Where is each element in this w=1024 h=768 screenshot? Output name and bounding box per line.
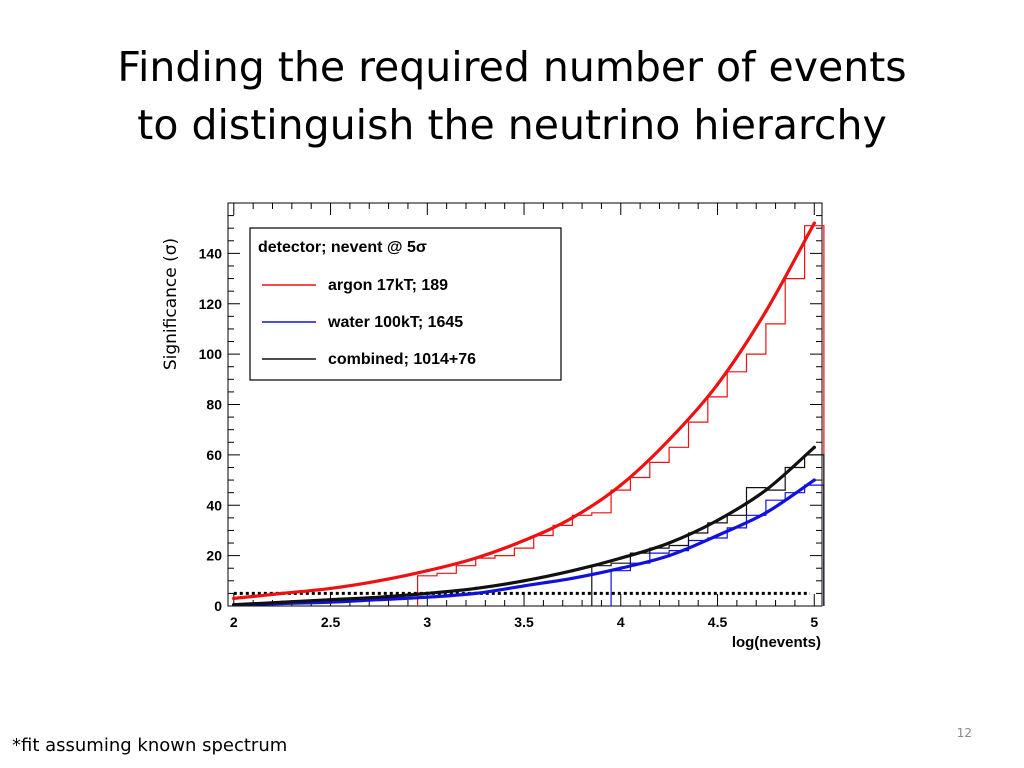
significance-chart: 2 2.5 3 3.5 4 4.5 5 0 20 40 60 80 100 120 140 log(nev… [161, 202, 825, 651]
y-tick-label: 80 [206, 397, 222, 413]
fit-point-argon [377, 579, 381, 583]
page-number: 12 [956, 726, 972, 740]
fit-point-water [522, 584, 526, 588]
x-tick-label: 5 [810, 614, 818, 630]
fit-point-argon [715, 382, 720, 386]
fit-point-argon [764, 309, 768, 313]
fit-point-water [715, 533, 720, 538]
fit-point-water [764, 511, 768, 515]
fit-point-argon [570, 516, 575, 520]
fit-point-water [570, 576, 575, 580]
slide-title-line-1: Finding the required number of events [117, 43, 907, 91]
x-tick-label: 2.5 [321, 614, 341, 630]
fit-point-combined [522, 579, 526, 583]
fit-point-combined [232, 603, 236, 607]
fit-point-water [619, 566, 623, 570]
legend-label-water: water 100kT; 1645 [327, 314, 463, 331]
histogram-combined [591, 454, 825, 606]
legend-title: detector; nevent @ 5σ [258, 239, 427, 256]
fit-point-water [328, 600, 333, 604]
legend-label-argon: argon 17kT; 189 [328, 277, 448, 294]
fit-point-argon [667, 438, 671, 442]
fit-point-combined [619, 556, 623, 560]
fit-point-argon [522, 538, 526, 543]
fit-point-combined [570, 569, 575, 573]
slide-title-line-2: to distinguish the neutrino hierarchy [137, 101, 887, 149]
x-tick-label: 3 [423, 614, 431, 630]
y-tick-label: 60 [206, 447, 222, 463]
fit-point-water [667, 554, 671, 558]
footnote: *fit assuming known spectrum [12, 735, 288, 756]
slide-title: Finding the required number of events to… [0, 38, 1024, 154]
fit-point-combined [812, 445, 816, 449]
y-tick-label: 120 [199, 296, 223, 312]
fit-point-combined [764, 488, 768, 492]
fit-point-combined [377, 595, 381, 599]
x-axis-label: log(nevents) [732, 634, 821, 651]
fit-point-combined [474, 586, 478, 590]
y-tick-label: 140 [199, 245, 223, 261]
legend-box [249, 227, 562, 381]
fit-point-argon [328, 586, 333, 590]
y-tick-label: 0 [214, 598, 222, 614]
y-tick-label: 20 [206, 548, 222, 564]
fit-point-combined [280, 600, 284, 604]
fit-point-combined [328, 598, 333, 602]
x-tick-label: 2 [230, 614, 238, 630]
fit-point-argon [474, 556, 478, 560]
fit-point-combined [425, 591, 429, 596]
fit-point-argon [232, 596, 236, 601]
x-tick-label: 4 [617, 614, 625, 630]
fit-point-argon [619, 483, 623, 487]
fit-point-water [812, 478, 816, 482]
fit-point-water [474, 591, 478, 596]
fit-point-combined [667, 541, 671, 545]
fit-point-argon [812, 221, 816, 225]
fit-point-water [425, 595, 429, 599]
fit-point-water [377, 598, 381, 602]
fit-point-combined [715, 518, 720, 522]
x-tick-labels: 2 2.5 3 3.5 4 4.5 5 [230, 614, 818, 630]
y-tick-labels: 0 20 40 60 80 100 120 140 [199, 245, 223, 614]
fit-curve-layer [232, 221, 816, 607]
fit-point-argon [425, 569, 429, 573]
x-tick-label: 3.5 [514, 614, 534, 630]
y-tick-label: 100 [199, 346, 223, 362]
y-axis-label: Significance (σ) [161, 238, 181, 370]
y-tick-label: 40 [206, 497, 222, 513]
x-tick-label: 4.5 [708, 614, 728, 630]
legend: detector; nevent @ 5σ argon 17kT; 189 wa… [249, 227, 562, 381]
fit-point-argon [280, 591, 284, 596]
legend-label-combined: combined; 1014+76 [328, 351, 476, 368]
